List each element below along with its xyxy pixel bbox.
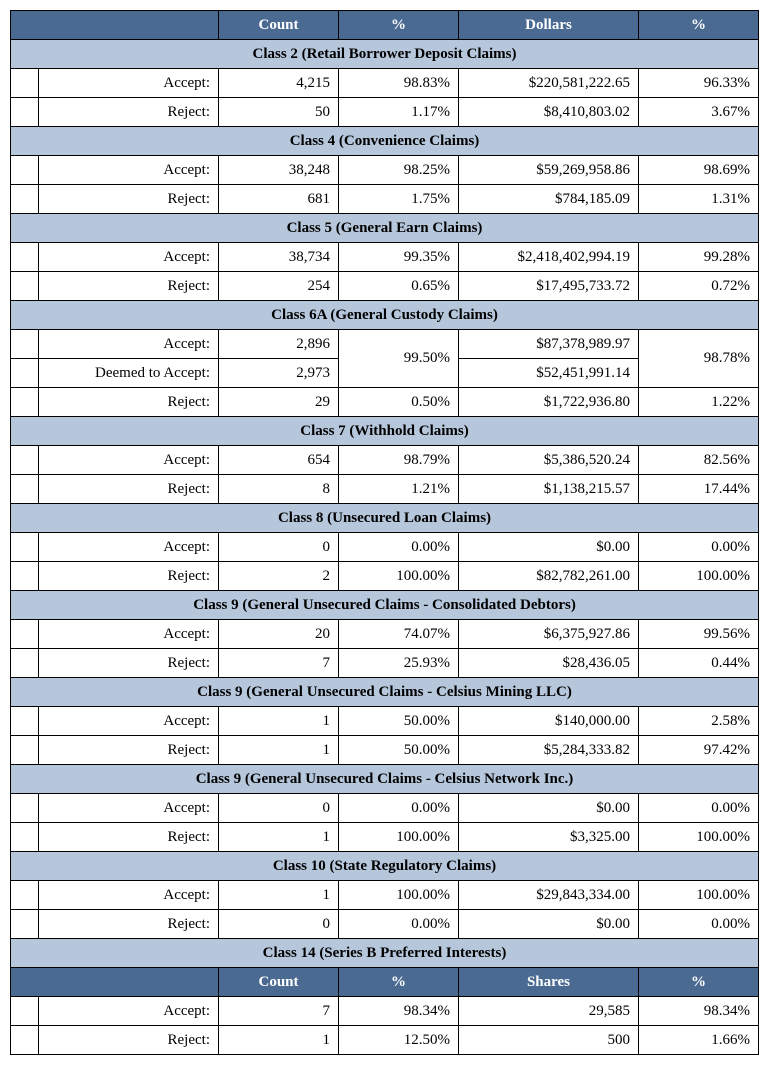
table-row: Accept: 2,896 99.50% $87,378,989.97 98.7… xyxy=(11,330,759,359)
label-accept: Accept: xyxy=(39,69,219,98)
section-class6a: Class 6A (General Custody Claims) xyxy=(11,301,759,330)
header-count: Count xyxy=(219,11,339,40)
table-row: Accept: 38,734 99.35% $2,418,402,994.19 … xyxy=(11,243,759,272)
header-pct1: % xyxy=(339,11,459,40)
table-row: Reject: 50 1.17% $8,410,803.02 3.67% xyxy=(11,98,759,127)
table-row: Reject: 1 100.00% $3,325.00 100.00% xyxy=(11,823,759,852)
table-row: Reject: 7 25.93% $28,436.05 0.44% xyxy=(11,649,759,678)
header-count: Count xyxy=(219,968,339,997)
section-class9a: Class 9 (General Unsecured Claims - Cons… xyxy=(11,591,759,620)
merged-pct: 99.50% xyxy=(339,330,459,388)
section-class9b: Class 9 (General Unsecured Claims - Cels… xyxy=(11,678,759,707)
section-class14: Class 14 (Series B Preferred Interests) xyxy=(11,939,759,968)
table-row: Reject: 681 1.75% $784,185.09 1.31% xyxy=(11,185,759,214)
table-row: Reject: 1 12.50% 500 1.66% xyxy=(11,1026,759,1055)
section-class5: Class 5 (General Earn Claims) xyxy=(11,214,759,243)
label-reject: Reject: xyxy=(39,98,219,127)
header-blank xyxy=(11,11,219,40)
merged-dpct: 98.78% xyxy=(639,330,759,388)
table-row: Accept: 1 50.00% $140,000.00 2.58% xyxy=(11,707,759,736)
table-row: Reject: 254 0.65% $17,495,733.72 0.72% xyxy=(11,272,759,301)
voting-results-table: Count % Dollars % Class 2 (Retail Borrow… xyxy=(10,10,759,1055)
cell-count: 4,215 xyxy=(219,69,339,98)
table-row: Accept: 38,248 98.25% $59,269,958.86 98.… xyxy=(11,156,759,185)
section-class9c: Class 9 (General Unsecured Claims - Cels… xyxy=(11,765,759,794)
header-row-class14: Count % Shares % xyxy=(11,968,759,997)
header-pct2: % xyxy=(639,968,759,997)
header-row: Count % Dollars % xyxy=(11,11,759,40)
table-row: Accept: 0 0.00% $0.00 0.00% xyxy=(11,533,759,562)
header-pct1: % xyxy=(339,968,459,997)
table-row: Accept: 7 98.34% 29,585 98.34% xyxy=(11,997,759,1026)
table-row: Reject: 2 100.00% $82,782,261.00 100.00% xyxy=(11,562,759,591)
section-class4: Class 4 (Convenience Claims) xyxy=(11,127,759,156)
header-shares: Shares xyxy=(459,968,639,997)
table-row: Accept: 1 100.00% $29,843,334.00 100.00% xyxy=(11,881,759,910)
table-row: Reject: 1 50.00% $5,284,333.82 97.42% xyxy=(11,736,759,765)
section-class8: Class 8 (Unsecured Loan Claims) xyxy=(11,504,759,533)
table-row: Accept: 0 0.00% $0.00 0.00% xyxy=(11,794,759,823)
table-row: Reject: 8 1.21% $1,138,215.57 17.44% xyxy=(11,475,759,504)
cell-dpct: 96.33% xyxy=(639,69,759,98)
cell-dollars: $220,581,222.65 xyxy=(459,69,639,98)
header-dollars: Dollars xyxy=(459,11,639,40)
label-deemed: Deemed to Accept: xyxy=(39,359,219,388)
section-class7: Class 7 (Withhold Claims) xyxy=(11,417,759,446)
cell-pct: 98.83% xyxy=(339,69,459,98)
table-row: Reject: 0 0.00% $0.00 0.00% xyxy=(11,910,759,939)
section-class10: Class 10 (State Regulatory Claims) xyxy=(11,852,759,881)
section-class2: Class 2 (Retail Borrower Deposit Claims) xyxy=(11,40,759,69)
table-row: Reject: 29 0.50% $1,722,936.80 1.22% xyxy=(11,388,759,417)
table-row: Accept: 20 74.07% $6,375,927.86 99.56% xyxy=(11,620,759,649)
table-row: Accept: 654 98.79% $5,386,520.24 82.56% xyxy=(11,446,759,475)
header-pct2: % xyxy=(639,11,759,40)
table-row: Accept: 4,215 98.83% $220,581,222.65 96.… xyxy=(11,69,759,98)
